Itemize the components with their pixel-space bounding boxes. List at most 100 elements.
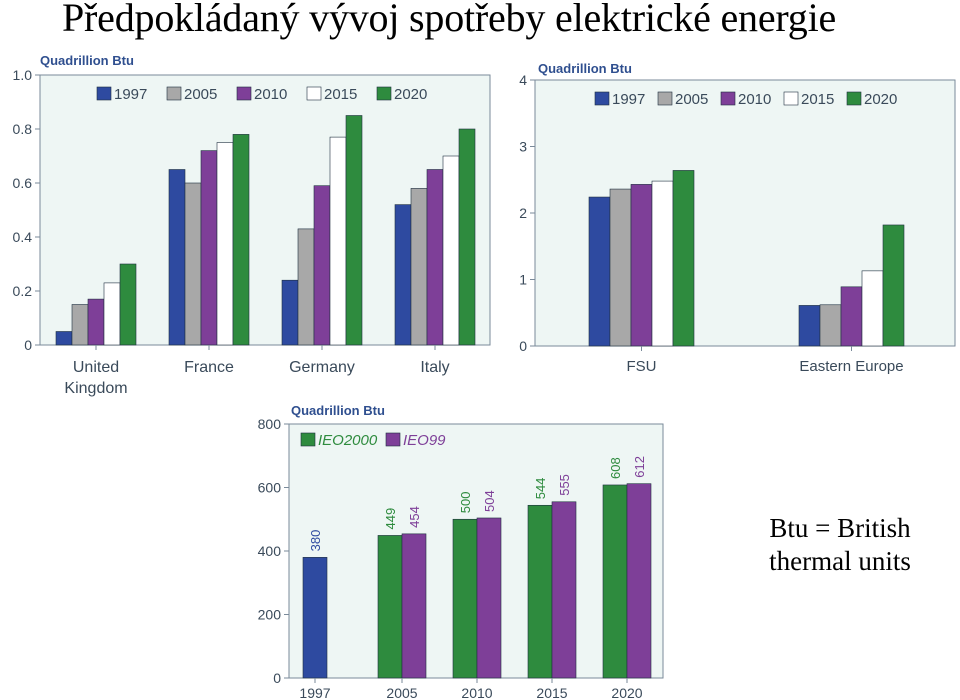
- bar: [651, 180, 674, 347]
- data-label: 500: [458, 492, 473, 514]
- data-label: 555: [557, 474, 572, 496]
- bar: [602, 484, 628, 679]
- legend-swatch: [720, 91, 736, 106]
- unit-label: Quadrillion Btu: [40, 53, 134, 68]
- legend-label: 2015: [801, 91, 834, 108]
- bar: [442, 155, 460, 346]
- category-label: 2015: [536, 685, 567, 700]
- bar: [626, 483, 652, 679]
- bar: [672, 170, 695, 347]
- legend-label: 2010: [738, 91, 771, 108]
- legend-swatch: [376, 86, 392, 101]
- chart-fsu-eastern-europe: Quadrillion Btu 0 1 2 3 4 1997 2005 2010 2015 20…: [519, 61, 956, 375]
- y-tick-label: 3: [519, 139, 527, 155]
- legend-swatch: [166, 86, 182, 101]
- legend: IEO2000 IEO99: [300, 432, 446, 449]
- unit-label: Quadrillion Btu: [291, 403, 385, 418]
- data-label: 544: [533, 478, 548, 500]
- bar: [394, 204, 412, 346]
- legend-swatch: [300, 432, 316, 447]
- y-tick-label: 0: [24, 337, 32, 353]
- bar: [71, 304, 89, 346]
- category-label: Italy: [420, 359, 449, 376]
- category-label: Eastern Europe: [799, 358, 903, 375]
- data-label: 608: [608, 457, 623, 479]
- bar: [297, 228, 315, 346]
- bar: [452, 518, 478, 679]
- legend-swatch: [236, 86, 252, 101]
- chart-western-europe: Quadrillion Btu 0 0.2 0.4 0.6 0.8 1.0 1997 200…: [13, 53, 491, 397]
- y-tick-label: 0.6: [13, 175, 33, 191]
- slide-title: Předpokládaný vývoj spotřeby elektrické …: [62, 0, 837, 40]
- bar: [232, 134, 250, 346]
- legend-swatch: [783, 91, 799, 106]
- data-label: 454: [407, 506, 422, 528]
- category-label: France: [184, 359, 234, 376]
- y-tick-label: 0: [519, 338, 527, 354]
- bar: [313, 185, 331, 346]
- legend: 1997 2005 2010 2015 2020: [594, 91, 897, 108]
- bar: [798, 305, 821, 347]
- legend-label: IEO99: [403, 432, 446, 449]
- y-tick-label: 400: [258, 543, 282, 559]
- bar: [345, 115, 363, 346]
- category-label: United: [73, 359, 119, 376]
- bar: [588, 196, 611, 347]
- bar: [410, 188, 428, 346]
- bar: [609, 188, 632, 347]
- bar: [458, 128, 476, 346]
- category-label: Kingdom: [64, 380, 127, 397]
- bar: [476, 517, 502, 679]
- bar: [184, 182, 202, 346]
- category-label: 1997: [299, 685, 330, 700]
- y-tick-label: 0.2: [13, 283, 33, 299]
- y-tick-label: 200: [258, 607, 282, 623]
- legend-swatch: [385, 432, 401, 447]
- legend-label: 2015: [324, 86, 357, 103]
- y-tick-label: 0: [273, 670, 281, 686]
- legend-label: 2020: [864, 91, 897, 108]
- legend-label: 2005: [675, 91, 708, 108]
- chart-totals-ieo: Quadrillion Btu 0 200 400 600 800 380 449 454 5…: [258, 403, 664, 700]
- bar: [882, 224, 905, 347]
- legend-swatch: [846, 91, 862, 106]
- bar: [216, 142, 234, 346]
- bar: [119, 263, 137, 346]
- y-tick-label: 2: [519, 205, 527, 221]
- y-tick-label: 800: [258, 416, 282, 432]
- bar: [630, 184, 653, 347]
- bar: [281, 279, 299, 346]
- bar: [103, 282, 121, 346]
- data-label: 380: [308, 530, 323, 552]
- legend-label: 2005: [184, 86, 217, 103]
- category-label: 2020: [611, 685, 642, 700]
- bar: [302, 557, 328, 679]
- legend-label: 1997: [114, 86, 147, 103]
- y-tick-label: 0.8: [13, 121, 33, 137]
- bar: [551, 501, 577, 679]
- bar: [861, 270, 884, 347]
- category-label: 2010: [461, 685, 492, 700]
- legend-swatch: [594, 91, 610, 106]
- bar: [401, 533, 427, 679]
- data-label: 504: [482, 490, 497, 512]
- legend: 1997 2005 2010 2015 2020: [96, 86, 427, 103]
- bar: [168, 169, 186, 346]
- bar: [87, 298, 105, 346]
- bar: [55, 331, 73, 346]
- y-tick-label: 4: [519, 72, 527, 88]
- legend-label: 2010: [254, 86, 287, 103]
- category-label: FSU: [627, 358, 657, 375]
- y-tick-label: 1: [519, 272, 527, 288]
- legend-label: IEO2000: [318, 432, 378, 449]
- bar: [527, 504, 553, 679]
- footnote-btu: Btu = British thermal units: [769, 513, 911, 576]
- bar: [200, 150, 218, 346]
- category-label: 2005: [386, 685, 417, 700]
- bar: [426, 169, 444, 346]
- data-label: 612: [632, 456, 647, 478]
- legend-label: 2020: [394, 86, 427, 103]
- bar: [329, 136, 347, 346]
- y-tick-label: 0.4: [13, 229, 33, 245]
- unit-label: Quadrillion Btu: [538, 61, 632, 76]
